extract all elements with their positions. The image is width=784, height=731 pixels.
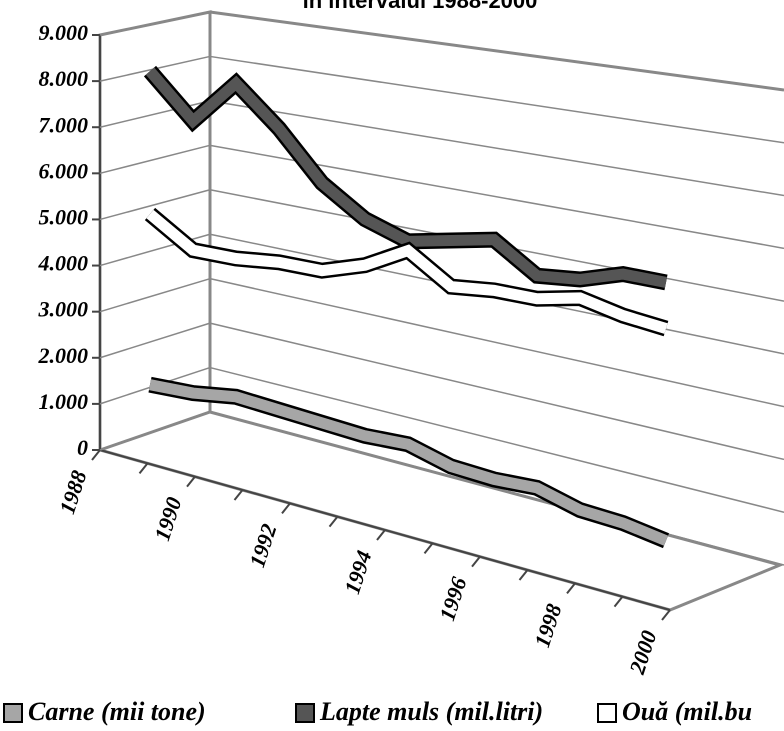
grid-line	[209, 55, 784, 144]
legend-swatch	[3, 703, 23, 723]
x-tick	[328, 516, 339, 528]
x-tick-label: 1988	[54, 467, 91, 517]
x-tick	[471, 556, 481, 568]
y-tick-label: 7.000	[39, 112, 89, 137]
x-tick	[233, 489, 244, 501]
legend-label: Lapte muls (mil.litri)	[319, 697, 543, 726]
y-tick-label: 4.000	[38, 251, 89, 276]
x-tick-label: 2000	[624, 627, 662, 678]
x-tick	[281, 502, 291, 514]
grid-line	[209, 100, 784, 197]
x-tick	[423, 542, 434, 554]
y-tick-label: 1.000	[39, 389, 89, 414]
x-tick	[376, 529, 386, 541]
line	[148, 379, 669, 546]
x-tick-label: 1994	[339, 547, 376, 597]
line	[146, 209, 668, 334]
grid-line	[99, 144, 211, 175]
x-tick	[518, 569, 529, 581]
y-tick-label: 3.000	[38, 297, 89, 322]
x-tick	[566, 582, 576, 594]
grid-line	[99, 100, 211, 128]
grid-line	[99, 11, 211, 36]
x-tick-label: 1996	[434, 574, 471, 624]
legend-swatch	[295, 703, 315, 723]
y-tick-label: 8.000	[39, 66, 89, 91]
x-tick	[138, 462, 149, 474]
grid-line	[99, 277, 211, 313]
x-tick	[186, 476, 196, 488]
grid-line	[99, 322, 211, 359]
grid-line	[209, 277, 784, 408]
legend-swatch	[597, 703, 617, 723]
grid-line	[209, 366, 784, 513]
y-tick-label: 5.000	[39, 204, 89, 229]
chart-title: în intervalul 1988-2000	[302, 0, 538, 13]
x-tick	[661, 609, 671, 621]
grid-line	[99, 411, 211, 451]
y-tick-label: 9.000	[39, 20, 89, 45]
x-tick-label: 1998	[529, 601, 566, 651]
y-tick-label: 6.000	[39, 158, 89, 183]
x-tick	[91, 449, 101, 461]
y-tick-label: 2.000	[38, 343, 89, 368]
grid-line	[209, 411, 784, 566]
y-tick-label: 0	[77, 435, 88, 460]
floor	[94, 410, 784, 612]
legend-label: Ouă (mil.bu	[622, 697, 752, 726]
grid-line	[209, 322, 784, 461]
grid-line	[209, 11, 784, 91]
grid-line	[99, 189, 211, 221]
x-tick	[613, 596, 624, 608]
x-tick-label: 1992	[244, 521, 281, 571]
x-tick-label: 1990	[149, 494, 186, 544]
line	[145, 67, 668, 288]
legend-label: Carne (mii tone)	[28, 697, 206, 726]
